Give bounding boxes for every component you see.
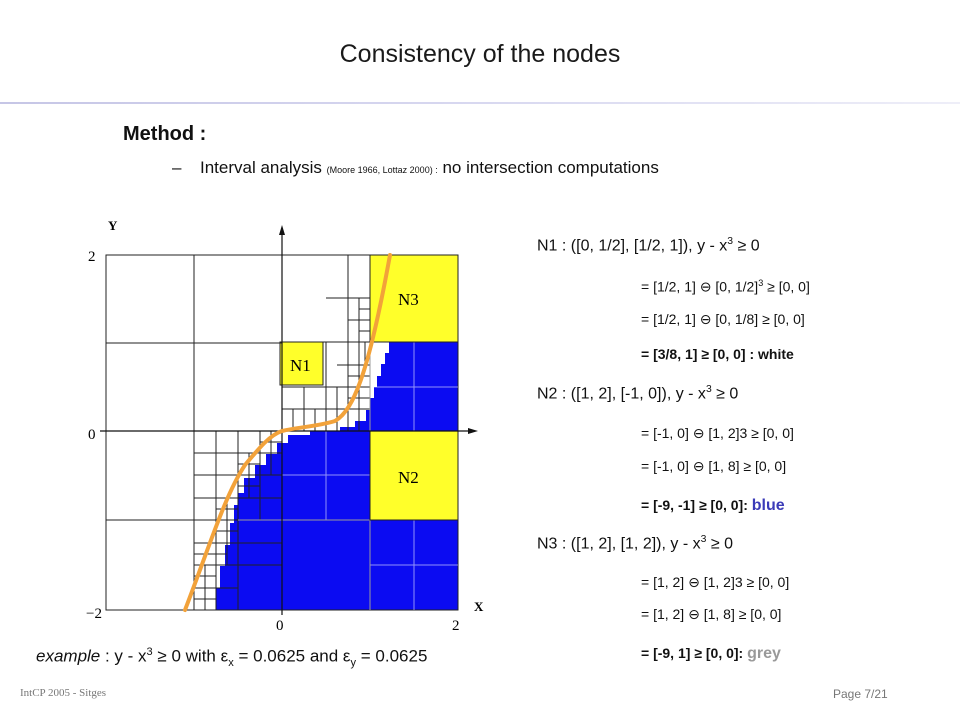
n2-equation: N2 : ([1, 2], [-1, 0]), y - x3 ≥ 0 [537,384,739,403]
x-axis-arrow [468,428,478,434]
n3-step-2: = [1, 2] ⊖ [1, 8] ≥ [0, 0] [641,606,782,622]
n3-step-1: = [1, 2] ⊖ [1, 2]3 ≥ [0, 0] [641,574,790,590]
example-caption: example : y - x3 ≥ 0 with εx = 0.0625 an… [36,646,428,670]
bullet-dash: – [172,158,182,177]
node-n3-box [370,255,458,342]
node-n1-box [280,342,323,385]
n2-step-1: = [-1, 0] ⊖ [1, 2]3 ≥ [0, 0] [641,425,794,441]
node-n2-box [370,431,458,520]
axis-y-label: Y [108,218,118,233]
n1-step-1: = [1/2, 1] ⊖ [0, 1/2]3 ≥ [0, 0] [641,278,810,295]
node-n1-label: N1 [290,356,311,375]
axis-x-label: X [474,599,484,614]
tick-y-mid: 0 [88,427,96,443]
tick-y-top: 2 [88,249,96,265]
node-n3-label: N3 [398,290,419,309]
n2-verdict: blue [751,497,785,514]
cubic-curve [183,253,392,612]
tick-x-mid: 0 [276,618,284,634]
footer-conference: IntCP 2005 - Sitges [20,687,107,699]
subdivision-figure: Y X 2 0 −2 0 2 N1 N2 N3 [86,218,484,634]
method-bullet: – Interval analysis (Moore 1966, Lottaz 2… [172,158,659,178]
bullet-citation: (Moore 1966, Lottaz 2000) : [326,165,438,175]
y-axis-arrow [279,225,285,235]
tick-x-left: −2 [86,606,102,622]
n1-result: = [3/8, 1] ≥ [0, 0] : white [641,346,794,362]
method-heading: Method : [123,123,207,145]
slide-title: Consistency of the nodes [339,40,621,68]
bullet-text: Interval analysis [200,158,322,177]
n1-verdict: white [758,346,794,362]
n3-verdict: grey [747,645,781,662]
n3-result: = [-9, 1] ≥ [0, 0]: grey [641,645,781,662]
n3-equation: N3 : ([1, 2], [1, 2]), y - x3 ≥ 0 [537,534,733,553]
n2-result: = [-9, -1] ≥ [0, 0]: blue [641,497,785,514]
footer-page-number: Page 7/21 [833,687,888,701]
n1-step-2: = [1/2, 1] ⊖ [0, 1/8] ≥ [0, 0] [641,311,805,327]
node-n2-label: N2 [398,468,419,487]
title-divider [0,102,960,104]
tick-x-right: 2 [452,618,460,634]
n1-equation: N1 : ([0, 1/2], [1/2, 1]), y - x3 ≥ 0 [537,236,760,255]
bullet-tail: no intersection computations [442,158,659,177]
n2-step-2: = [-1, 0] ⊖ [1, 8] ≥ [0, 0] [641,458,787,474]
